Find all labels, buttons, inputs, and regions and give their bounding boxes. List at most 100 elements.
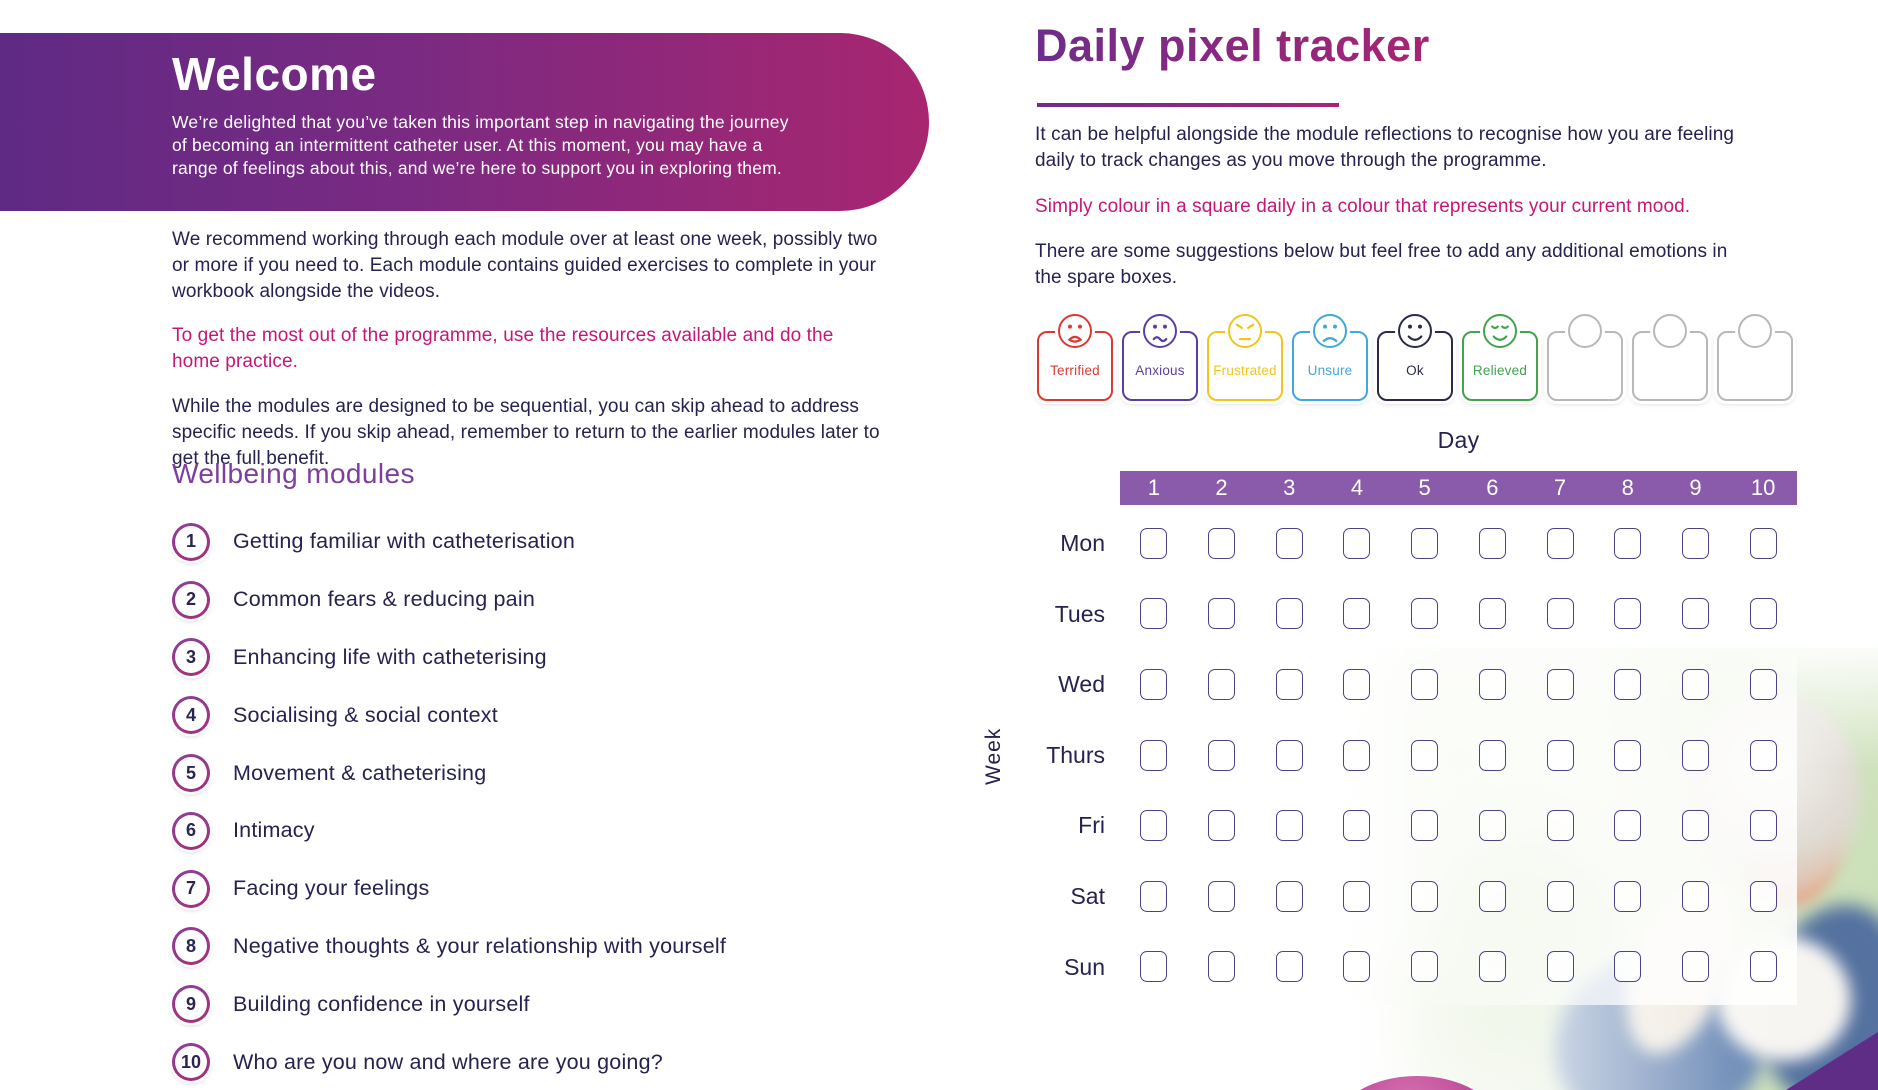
pixel-cell bbox=[1188, 790, 1256, 861]
tracker-title: Daily pixel tracker bbox=[1035, 20, 1430, 71]
pixel-square[interactable] bbox=[1478, 668, 1506, 700]
mood-card-spare[interactable] bbox=[1717, 314, 1793, 401]
pixel-square[interactable] bbox=[1275, 810, 1303, 842]
pixel-square[interactable] bbox=[1343, 668, 1371, 700]
pixel-square[interactable] bbox=[1614, 880, 1642, 912]
pixel-square[interactable] bbox=[1681, 668, 1709, 700]
pixel-square[interactable] bbox=[1478, 951, 1506, 983]
pixel-square[interactable] bbox=[1275, 668, 1303, 700]
pixel-square[interactable] bbox=[1681, 810, 1709, 842]
pixel-square[interactable] bbox=[1411, 527, 1439, 559]
pixel-square[interactable] bbox=[1749, 668, 1777, 700]
pixel-square[interactable] bbox=[1546, 598, 1574, 630]
pixel-square[interactable] bbox=[1681, 527, 1709, 559]
pixel-square[interactable] bbox=[1478, 598, 1506, 630]
pixel-square[interactable] bbox=[1411, 739, 1439, 771]
relieved-face-icon bbox=[1483, 314, 1517, 348]
pixel-square[interactable] bbox=[1546, 527, 1574, 559]
pixel-square[interactable] bbox=[1681, 880, 1709, 912]
day-number: 8 bbox=[1621, 475, 1634, 500]
pixel-cell bbox=[1729, 508, 1797, 579]
pixel-square[interactable] bbox=[1140, 880, 1168, 912]
pixel-square[interactable] bbox=[1749, 527, 1777, 559]
pixel-cell bbox=[1188, 508, 1256, 579]
pixel-square[interactable] bbox=[1275, 598, 1303, 630]
pixel-square[interactable] bbox=[1208, 951, 1236, 983]
pixel-square[interactable] bbox=[1749, 598, 1777, 630]
pixel-cell bbox=[1323, 790, 1391, 861]
pixel-square[interactable] bbox=[1478, 810, 1506, 842]
pixel-cell bbox=[1120, 790, 1188, 861]
pixel-square[interactable] bbox=[1546, 810, 1574, 842]
pixel-square[interactable] bbox=[1681, 951, 1709, 983]
pixel-square[interactable] bbox=[1140, 527, 1168, 559]
pixel-square[interactable] bbox=[1343, 598, 1371, 630]
pixel-square[interactable] bbox=[1614, 598, 1642, 630]
day-number: 10 bbox=[1750, 475, 1776, 500]
pixel-cell bbox=[1120, 649, 1188, 720]
pixel-cell bbox=[1662, 579, 1730, 650]
pixel-square[interactable] bbox=[1208, 880, 1236, 912]
pixel-square[interactable] bbox=[1411, 598, 1439, 630]
mood-label: Terrified bbox=[1050, 363, 1100, 378]
pixel-square[interactable] bbox=[1343, 951, 1371, 983]
module-item: 7 Facing your feelings bbox=[172, 860, 726, 918]
pixel-cell bbox=[1662, 932, 1730, 1003]
pixel-square[interactable] bbox=[1478, 739, 1506, 771]
weekday-label: Thurs bbox=[1046, 741, 1105, 768]
pixel-square[interactable] bbox=[1681, 598, 1709, 630]
pixel-square[interactable] bbox=[1275, 951, 1303, 983]
pixel-square[interactable] bbox=[1140, 951, 1168, 983]
pixel-square[interactable] bbox=[1749, 739, 1777, 771]
pixel-square[interactable] bbox=[1343, 810, 1371, 842]
pixel-square[interactable] bbox=[1411, 668, 1439, 700]
pixel-square[interactable] bbox=[1614, 810, 1642, 842]
pixel-square[interactable] bbox=[1208, 668, 1236, 700]
pixel-square[interactable] bbox=[1614, 951, 1642, 983]
pixel-square[interactable] bbox=[1275, 880, 1303, 912]
pixel-square[interactable] bbox=[1140, 668, 1168, 700]
mood-label: Anxious bbox=[1135, 363, 1185, 378]
pixel-square[interactable] bbox=[1140, 739, 1168, 771]
pixel-square[interactable] bbox=[1749, 880, 1777, 912]
pixel-square[interactable] bbox=[1208, 527, 1236, 559]
welcome-banner: Welcome We’re delighted that you’ve take… bbox=[0, 33, 929, 211]
pixel-square[interactable] bbox=[1275, 739, 1303, 771]
pixel-square[interactable] bbox=[1614, 739, 1642, 771]
day-number: 2 bbox=[1215, 475, 1228, 500]
pixel-square[interactable] bbox=[1140, 810, 1168, 842]
pixel-square[interactable] bbox=[1614, 668, 1642, 700]
mood-card-spare[interactable] bbox=[1632, 314, 1708, 401]
pixel-square[interactable] bbox=[1411, 810, 1439, 842]
module-label: Who are you now and where are you going? bbox=[233, 1049, 663, 1074]
pixel-cell bbox=[1323, 649, 1391, 720]
pixel-square[interactable] bbox=[1749, 810, 1777, 842]
pixel-square[interactable] bbox=[1749, 951, 1777, 983]
pixel-square[interactable] bbox=[1478, 880, 1506, 912]
pixel-square[interactable] bbox=[1411, 951, 1439, 983]
pixel-square[interactable] bbox=[1343, 527, 1371, 559]
pixel-square[interactable] bbox=[1546, 951, 1574, 983]
pixel-square[interactable] bbox=[1411, 880, 1439, 912]
pixel-cell bbox=[1188, 861, 1256, 932]
pixel-square[interactable] bbox=[1208, 739, 1236, 771]
pixel-square[interactable] bbox=[1546, 739, 1574, 771]
mood-card-spare[interactable] bbox=[1547, 314, 1623, 401]
pixel-square[interactable] bbox=[1140, 598, 1168, 630]
weekday-label: Fri bbox=[1078, 812, 1105, 839]
pixel-square[interactable] bbox=[1546, 880, 1574, 912]
day-number: 4 bbox=[1350, 475, 1364, 500]
pixel-square[interactable] bbox=[1275, 527, 1303, 559]
day-number: 3 bbox=[1283, 475, 1296, 500]
pixel-square[interactable] bbox=[1343, 880, 1371, 912]
pixel-square[interactable] bbox=[1208, 810, 1236, 842]
pixel-square[interactable] bbox=[1546, 668, 1574, 700]
mood-card-unsure: Unsure bbox=[1292, 314, 1368, 401]
pixel-square[interactable] bbox=[1681, 739, 1709, 771]
module-item: 2 Common fears & reducing pain bbox=[172, 571, 726, 629]
pixel-square[interactable] bbox=[1343, 739, 1371, 771]
pixel-square[interactable] bbox=[1478, 527, 1506, 559]
weekday-label: Wed bbox=[1058, 671, 1105, 698]
pixel-square[interactable] bbox=[1614, 527, 1642, 559]
pixel-square[interactable] bbox=[1208, 598, 1236, 630]
